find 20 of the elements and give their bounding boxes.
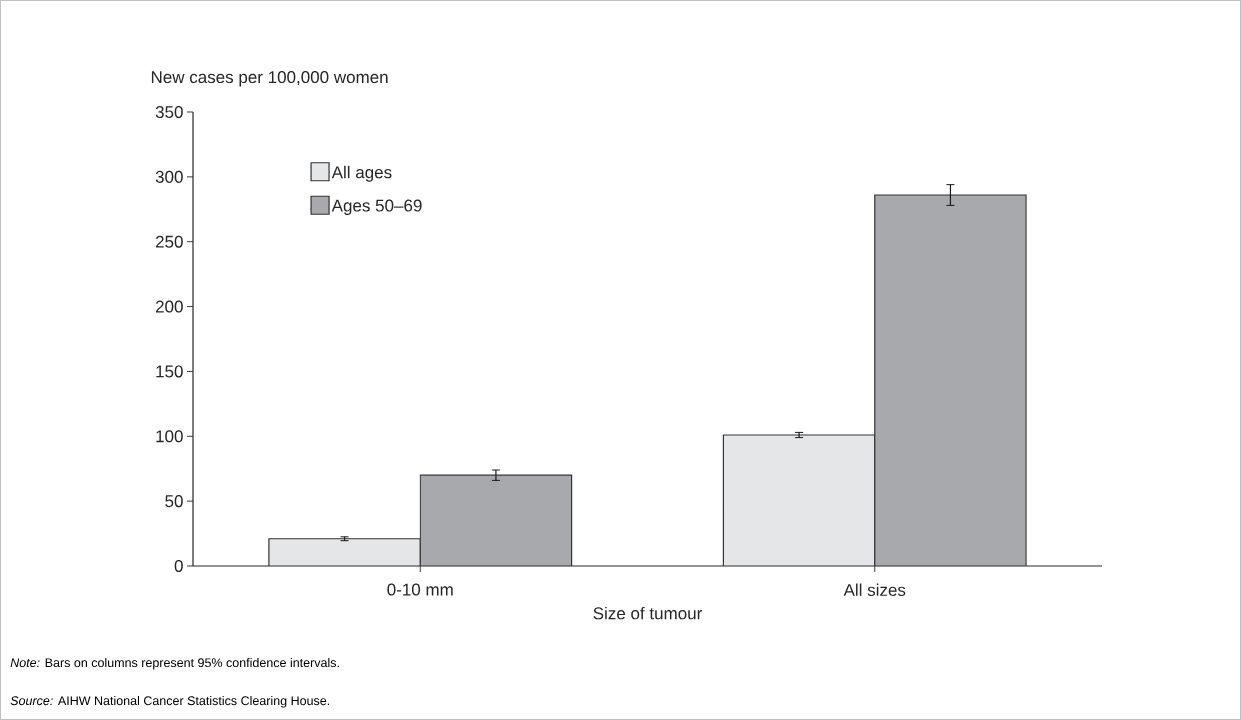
y-tick-label: 250 [155, 235, 183, 248]
bar [722, 434, 876, 566]
y-tick-label: 0 [174, 559, 183, 573]
x-axis-title: Size of tumour [593, 606, 703, 620]
text: Note: Bars on columns represent 95% confidence intervals. [10, 657, 339, 670]
y-tick-label: 350 [155, 105, 183, 119]
y-tick-label: 50 [165, 495, 183, 508]
y-tick-label: 200 [155, 300, 183, 313]
y-tick-label: 300 [155, 170, 183, 183]
y-tick-label: 100 [156, 430, 183, 443]
y-axis-title: New cases per 100,000 women [151, 71, 388, 87]
bar [874, 194, 1027, 566]
bar [419, 474, 573, 566]
legend-label: All ages [331, 165, 392, 182]
x-tick-label: All sizes [843, 583, 906, 597]
bar [268, 538, 421, 566]
legend-label: Ages 50–69 [331, 199, 422, 215]
x-tick-label: 0-10 mm [387, 583, 453, 596]
text: Source: AIHW National Cancer Statistics Clearing House. [10, 695, 330, 708]
y-tick-label: 150 [156, 365, 183, 378]
